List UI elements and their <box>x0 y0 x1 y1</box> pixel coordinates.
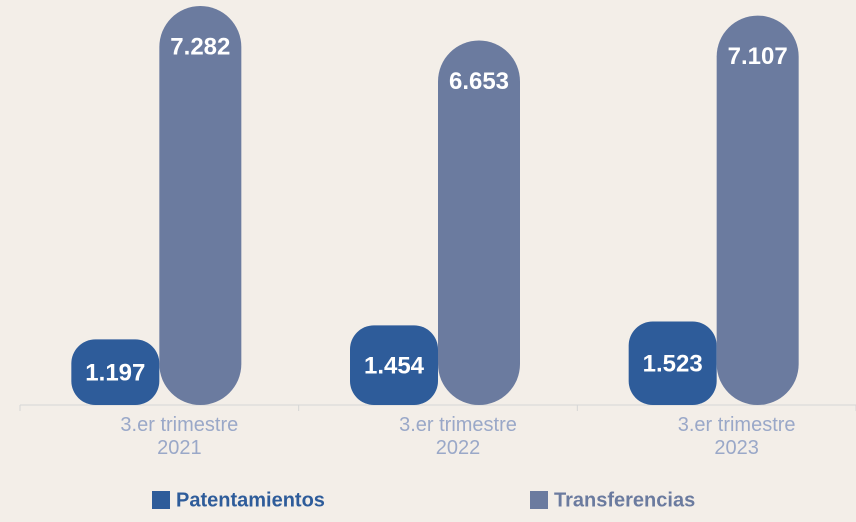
legend-swatch <box>152 491 170 509</box>
value-label: 7.282 <box>170 33 230 60</box>
bar <box>716 15 799 405</box>
bar <box>159 5 242 406</box>
value-label: 1.197 <box>85 360 145 387</box>
bar <box>628 321 717 405</box>
value-label: 1.523 <box>643 351 703 378</box>
value-label: 1.454 <box>364 353 425 380</box>
legend-swatch <box>530 491 548 509</box>
value-label: 7.107 <box>728 43 788 70</box>
legend-label: Transferencias <box>554 489 695 511</box>
bar <box>71 339 160 405</box>
x-tick-label: 3.er trimestre 2022 <box>399 414 517 459</box>
bar <box>438 40 520 405</box>
legend-label: Patentamientos <box>176 489 325 511</box>
x-tick-label: 3.er trimestre 2023 <box>677 414 796 459</box>
x-tick-label: 3.er trimestre 2021 <box>120 414 239 459</box>
bar <box>350 325 438 405</box>
value-label: 6.653 <box>449 68 509 95</box>
